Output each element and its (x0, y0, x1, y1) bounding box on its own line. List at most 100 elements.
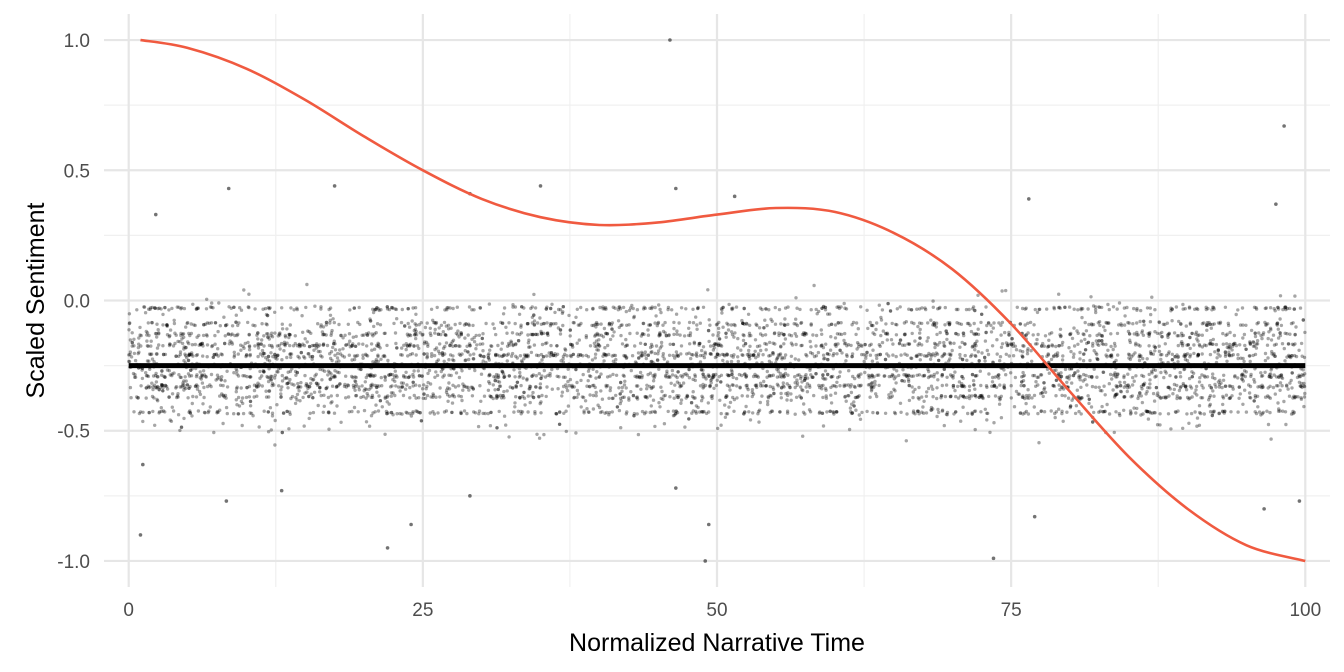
scatter-point (1113, 344, 1117, 348)
scatter-point (961, 394, 966, 398)
scatter-point (728, 400, 733, 405)
scatter-point (1216, 348, 1221, 353)
scatter-point (991, 375, 995, 380)
scatter-point (558, 410, 562, 414)
scatter-point (170, 373, 174, 378)
scatter-point (370, 348, 374, 352)
scatter-point (1213, 382, 1217, 387)
scatter-point (132, 337, 136, 341)
scatter-point (944, 383, 949, 387)
scatter-point (906, 377, 911, 382)
scatter-point (195, 353, 200, 357)
scatter-point (1278, 294, 1283, 298)
scatter-point (499, 347, 503, 351)
scatter-point (245, 374, 249, 379)
scatter-point (399, 381, 404, 385)
scatter-point (649, 350, 653, 355)
scatter-point (948, 357, 952, 361)
scatter-point (902, 321, 907, 325)
scatter-point (1072, 307, 1076, 311)
scatter-point (362, 408, 367, 413)
scatter-point (320, 378, 324, 382)
scatter-point (568, 377, 573, 382)
scatter-point (383, 432, 387, 436)
scatter-point (157, 306, 161, 310)
scatter-point (1222, 409, 1227, 414)
scatter-point (851, 320, 856, 325)
scatter-point (165, 368, 170, 372)
scatter-point (477, 333, 482, 337)
scatter-point (590, 323, 594, 328)
scatter-point (751, 353, 756, 357)
scatter-point (468, 353, 472, 357)
scatter-point (1176, 409, 1180, 413)
scatter-point (263, 306, 268, 311)
scatter-point (782, 332, 786, 337)
scatter-point (219, 352, 223, 356)
scatter-point (467, 357, 471, 362)
scatter-point (442, 359, 446, 363)
scatter-point (894, 333, 899, 337)
scatter-point (860, 410, 864, 415)
scatter-point (640, 354, 644, 358)
scatter-point (497, 354, 502, 358)
scatter-point (1179, 322, 1183, 326)
scatter-point (403, 387, 408, 391)
scatter-point (1060, 393, 1064, 398)
scatter-point (639, 334, 644, 338)
scatter-point (194, 383, 199, 387)
scatter-point (319, 307, 323, 311)
scatter-point (208, 405, 212, 409)
scatter-point (187, 341, 191, 346)
scatter-point (965, 358, 969, 362)
scatter-point (1140, 387, 1144, 391)
scatter-point (769, 409, 774, 413)
scatter-point (438, 386, 442, 390)
scatter-point (200, 381, 205, 385)
scatter-point (750, 394, 754, 399)
scatter-point (1138, 391, 1142, 395)
scatter-point (165, 387, 170, 391)
scatter-point (205, 321, 210, 325)
scatter-point (338, 352, 343, 356)
scatter-point (398, 411, 402, 416)
scatter-point (309, 381, 313, 386)
scatter-point (1135, 308, 1139, 312)
scatter-point (266, 354, 271, 359)
scatter-point (275, 357, 279, 361)
scatter-point (717, 375, 721, 379)
scatter-point (820, 332, 824, 336)
scatter-point (712, 386, 716, 390)
scatter-point (865, 350, 869, 355)
scatter-point (481, 349, 485, 353)
scatter-point (974, 332, 978, 336)
scatter-point (1224, 393, 1229, 397)
scatter-point (332, 411, 337, 415)
scatter-point (414, 396, 418, 400)
scatter-point (1209, 326, 1214, 330)
scatter-point (815, 312, 819, 316)
scatter-point (1292, 307, 1297, 311)
scatter-point (1155, 393, 1159, 397)
scatter-point (502, 389, 506, 394)
scatter-point (723, 403, 727, 407)
scatter-point (233, 333, 237, 338)
scatter-point (523, 403, 527, 407)
scatter-point (314, 381, 319, 385)
scatter-point (739, 348, 743, 352)
scatter-point (701, 345, 706, 349)
scatter-point (916, 409, 920, 413)
scatter-point (1021, 355, 1025, 359)
scatter-point (378, 399, 383, 403)
scatter-point (297, 342, 301, 347)
scatter-point (812, 393, 816, 398)
scatter-point (422, 383, 426, 387)
scatter-point (1027, 396, 1031, 400)
scatter-point (414, 312, 418, 316)
scatter-point (929, 354, 934, 358)
scatter-point (684, 410, 688, 415)
scatter-point (1284, 422, 1288, 427)
scatter-point (147, 410, 151, 415)
scatter-point (437, 326, 441, 330)
scatter-point (1151, 367, 1156, 372)
